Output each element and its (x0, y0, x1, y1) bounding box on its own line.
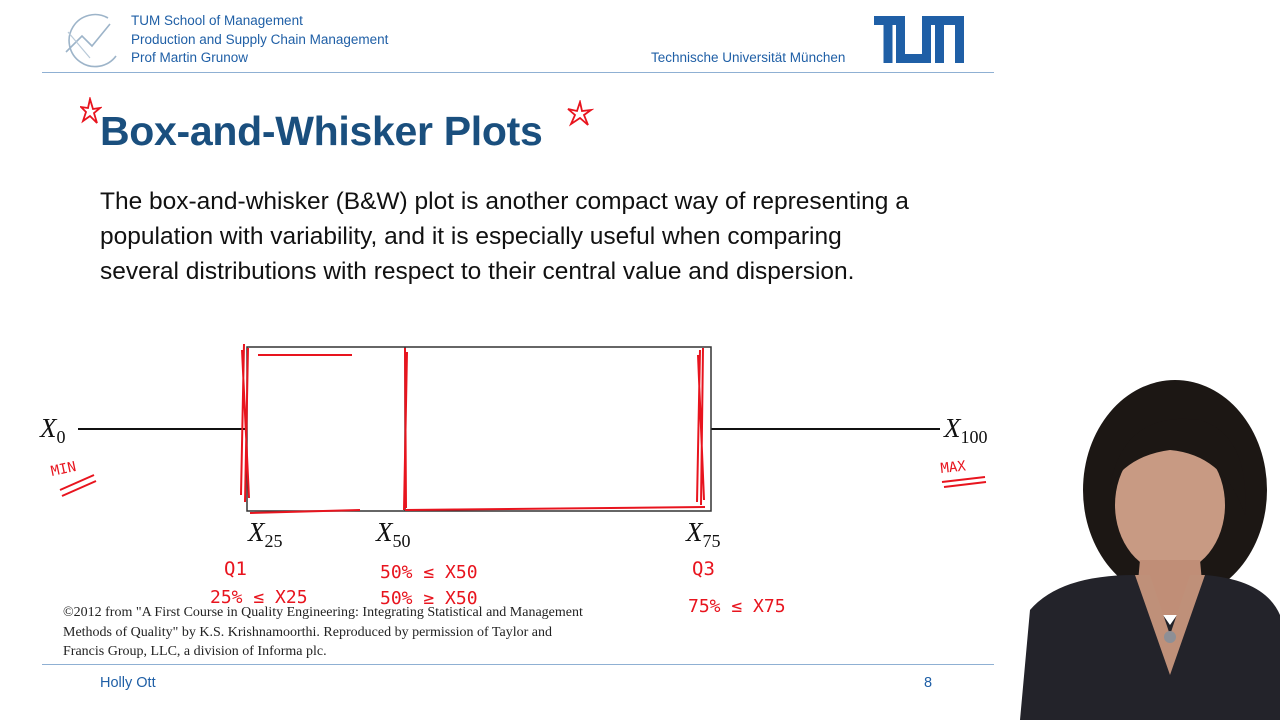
box-whisker-diagram: X0 X25 X50 X75 X100 MIN MAX Q1 25% ≤ X25… (39, 343, 988, 617)
annotation-x50-rule-1: 50% ≤ X50 (380, 562, 478, 583)
annotation-q3: Q3 (692, 558, 715, 580)
header-school: TUM School of Management (131, 13, 303, 28)
annotation-q1-rule: 25% ≤ X25 (210, 587, 308, 608)
tum-logo (874, 16, 964, 63)
label-x0: X (39, 413, 58, 443)
label-x100-sub: 100 (961, 427, 988, 447)
svg-text:X25: X25 (247, 517, 283, 551)
red-star-icon-2 (567, 100, 594, 127)
iqr-box (246, 346, 712, 512)
annotation-q3-rule: 75% ≤ X75 (688, 596, 786, 617)
annotation-x50-rule-2: 50% ≥ X50 (380, 588, 478, 609)
presenter-face (1115, 437, 1225, 573)
header-university: Technische Universität München (651, 50, 846, 65)
annotation-max: MAX (940, 458, 967, 477)
copyright-credit: ©2012 from "A First Course in Quality En… (63, 605, 583, 659)
presenter-body (1020, 575, 1280, 720)
slide-title: Box-and-Whisker Plots (100, 108, 543, 154)
label-x75-sub: 75 (703, 531, 721, 551)
annotation-q1: Q1 (224, 558, 247, 580)
label-x0-sub: 0 (57, 427, 66, 447)
header-professor: Prof Martin Grunow (131, 50, 249, 65)
label-x25-sub: 25 (265, 531, 283, 551)
page-number: 8 (924, 675, 933, 691)
label-x50: X (375, 517, 394, 547)
slide-body: The box-and-whisker (B&W) plot is anothe… (100, 188, 909, 285)
ink-marks (59, 343, 987, 514)
red-star-icon (80, 97, 102, 124)
label-x25: X (247, 517, 266, 547)
school-logo-icon (65, 13, 117, 68)
presenter-hair-fringe (1110, 418, 1246, 515)
presenter-collar (1135, 575, 1205, 675)
presenter-video (1020, 380, 1280, 720)
svg-text:X50: X50 (375, 517, 411, 551)
label-x75: X (685, 517, 704, 547)
header-lines: TUM School of Management Production and … (131, 12, 388, 68)
svg-text:X75: X75 (685, 517, 721, 551)
label-x100: X (943, 413, 962, 443)
svg-text:X100: X100 (943, 413, 988, 447)
presenter-name: Holly Ott (100, 675, 156, 691)
svg-text:X0: X0 (39, 413, 66, 447)
label-x50-sub: 50 (393, 531, 411, 551)
header-chair: Production and Supply Chain Management (131, 31, 389, 47)
header-divider (42, 72, 994, 73)
footer-divider (42, 664, 994, 665)
annotation-min: MIN (50, 459, 78, 480)
